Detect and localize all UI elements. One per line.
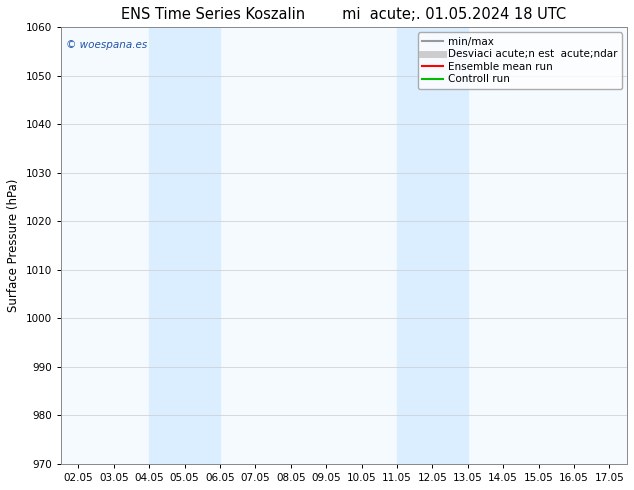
Text: © woespana.es: © woespana.es <box>67 40 148 50</box>
Title: ENS Time Series Koszalin        mi  acute;. 01.05.2024 18 UTC: ENS Time Series Koszalin mi acute;. 01.0… <box>121 7 567 22</box>
Y-axis label: Surface Pressure (hPa): Surface Pressure (hPa) <box>7 179 20 312</box>
Bar <box>149 27 220 464</box>
Bar <box>397 27 468 464</box>
Legend: min/max, Desviaci acute;n est  acute;ndar, Ensemble mean run, Controll run: min/max, Desviaci acute;n est acute;ndar… <box>418 32 622 89</box>
